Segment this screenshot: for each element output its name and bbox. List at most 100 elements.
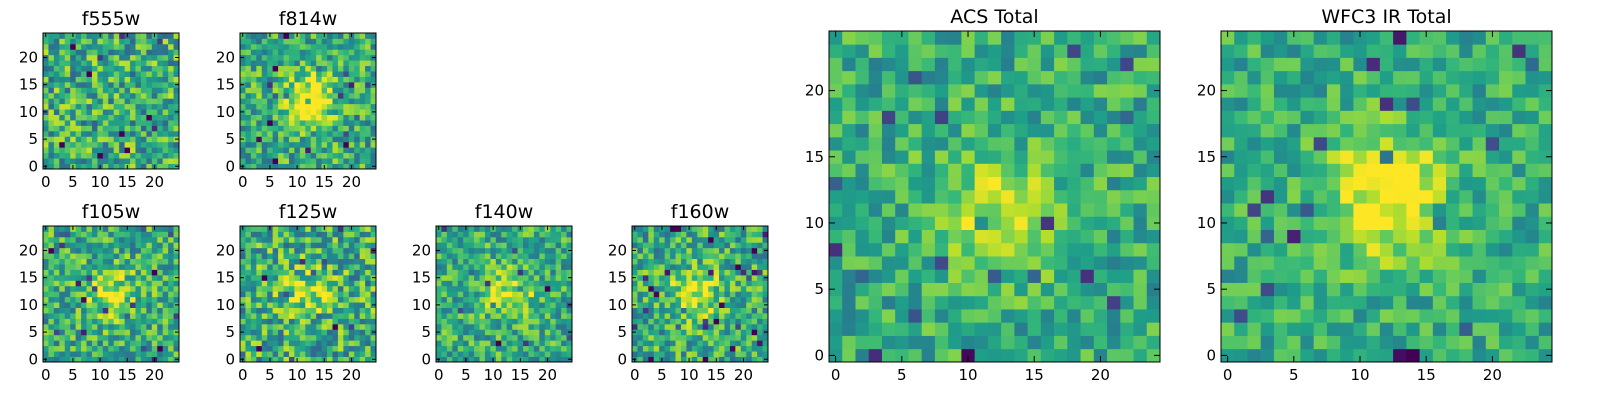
heatmap-cell — [43, 323, 49, 330]
heatmap-cell — [348, 125, 355, 132]
heatmap-cell — [135, 313, 142, 319]
heatmap-cell — [1107, 31, 1121, 45]
heatmap-cell — [140, 141, 147, 148]
heatmap-cell — [1107, 189, 1121, 204]
heatmap-cell — [528, 329, 535, 336]
heatmap-cell — [343, 49, 350, 56]
heatmap-cell — [337, 253, 344, 260]
heatmap-cell — [321, 231, 328, 238]
heatmap-cell — [365, 81, 371, 88]
heatmap-cell — [1499, 256, 1513, 270]
heatmap-cell — [948, 97, 962, 111]
heatmap-cell — [1133, 163, 1148, 178]
heatmap-cell — [327, 109, 333, 115]
y-tick-label: 0 — [814, 346, 824, 364]
heatmap-cell — [48, 76, 55, 83]
heatmap-cell — [359, 318, 366, 325]
heatmap-cell — [648, 226, 655, 232]
heatmap-cell — [642, 356, 649, 363]
heatmap-cell — [288, 264, 295, 270]
heatmap-cell — [321, 114, 328, 121]
heatmap-cell — [332, 147, 339, 154]
heatmap-cell — [97, 147, 104, 154]
heatmap-cell — [59, 103, 66, 110]
heatmap-cell — [746, 340, 753, 347]
heatmap-cell — [365, 285, 371, 292]
heatmap-cell — [441, 345, 448, 352]
heatmap-cell — [719, 247, 725, 254]
heatmap-cell — [446, 291, 453, 298]
heatmap-cell — [1472, 163, 1487, 178]
heatmap-cell — [140, 351, 147, 357]
heatmap-cell — [961, 97, 976, 111]
heatmap-cell — [332, 163, 339, 170]
heatmap-cell — [365, 291, 371, 298]
heatmap-cell — [1080, 31, 1095, 45]
heatmap-cell — [135, 285, 142, 292]
heatmap-cell — [305, 307, 312, 314]
heatmap-cell — [119, 285, 125, 292]
heatmap-cell — [637, 345, 644, 352]
heatmap-cell — [895, 269, 909, 283]
heatmap-cell — [48, 158, 55, 164]
heatmap-cell — [1446, 203, 1460, 217]
heatmap-cell — [81, 33, 87, 39]
heatmap-cell — [316, 114, 322, 121]
heatmap-cell — [43, 125, 49, 132]
heatmap-cell — [1120, 31, 1134, 45]
heatmap-cell — [561, 307, 567, 314]
heatmap-cell — [1146, 163, 1161, 178]
heatmap-cell — [146, 136, 153, 143]
heatmap-cell — [855, 322, 870, 336]
heatmap-cell — [113, 236, 120, 243]
heatmap-cell — [64, 54, 71, 61]
heatmap-cell — [1499, 295, 1513, 310]
heatmap-cell — [256, 356, 263, 363]
heatmap-cell — [370, 120, 377, 126]
y-tick-label: 5 — [225, 323, 235, 341]
heatmap-cell — [162, 258, 169, 265]
heatmap-cell — [337, 136, 344, 143]
heatmap-cell — [550, 280, 557, 287]
heatmap-cell — [305, 141, 312, 148]
heatmap-cell — [310, 302, 317, 308]
heatmap-cell — [1221, 256, 1235, 270]
heatmap-cell — [124, 120, 131, 126]
heatmap-cell — [162, 49, 169, 56]
heatmap-cell — [1340, 282, 1354, 297]
heatmap-cell — [855, 256, 870, 270]
heatmap-cell — [108, 258, 115, 265]
heatmap-cell — [555, 296, 562, 303]
heatmap-cell — [91, 130, 98, 137]
heatmap-cell — [642, 291, 649, 298]
heatmap-cell — [686, 242, 693, 249]
heatmap-cell — [321, 274, 328, 281]
heatmap-cell — [102, 296, 109, 303]
heatmap-cell — [173, 49, 180, 56]
heatmap-cell — [1093, 163, 1108, 178]
heatmap-cell — [53, 345, 60, 352]
heatmap-cell — [151, 269, 158, 276]
heatmap-cell — [283, 242, 290, 249]
heatmap-cell — [359, 258, 366, 265]
heatmap-cell — [261, 38, 268, 45]
heatmap-cell — [452, 269, 459, 276]
heatmap-cell — [713, 302, 720, 308]
heatmap-cell — [288, 291, 295, 298]
heatmap-cell — [506, 264, 513, 270]
heatmap-cell — [724, 247, 731, 254]
heatmap-cell — [490, 351, 497, 357]
heatmap-cell — [735, 274, 742, 281]
heatmap-cell — [267, 49, 274, 56]
heatmap-cell — [523, 274, 529, 281]
heatmap-cell — [664, 351, 671, 357]
heatmap-cell — [463, 329, 470, 336]
heatmap-cell — [162, 351, 169, 357]
heatmap-cell — [348, 302, 355, 308]
heatmap-cell — [157, 258, 164, 265]
heatmap-cell — [337, 296, 344, 303]
heatmap-cell — [332, 125, 339, 132]
heatmap-cell — [1459, 282, 1473, 297]
heatmap-cell — [146, 38, 153, 45]
